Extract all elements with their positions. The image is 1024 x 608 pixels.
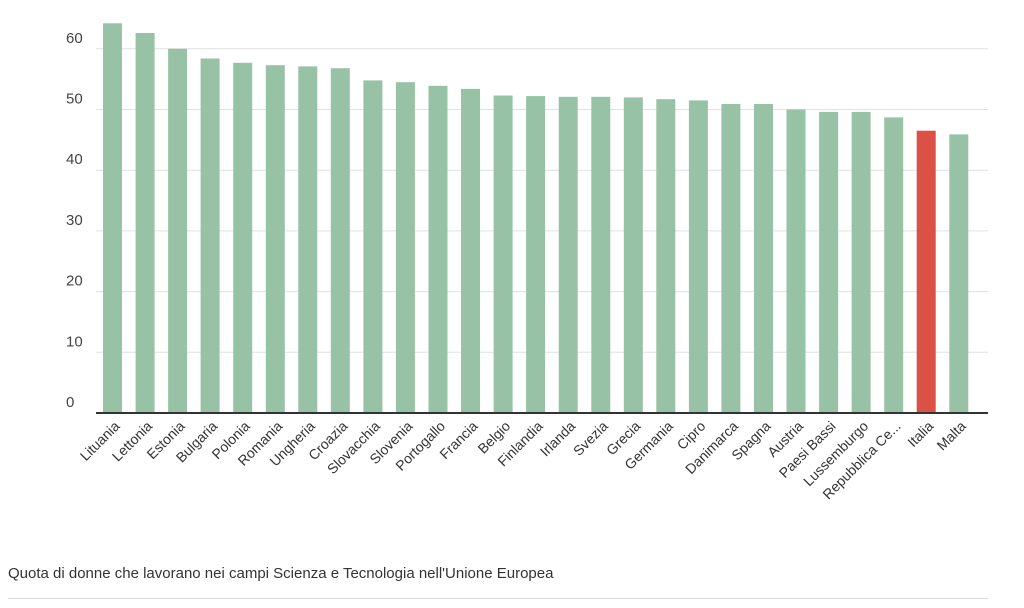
caption-divider xyxy=(8,598,988,599)
bar-lituania[interactable] xyxy=(103,23,122,414)
bar-lettonia[interactable] xyxy=(135,33,155,413)
bar-italia[interactable] xyxy=(916,130,936,413)
bar-slovenia[interactable] xyxy=(395,82,415,413)
bar-finlandia[interactable] xyxy=(526,96,546,413)
bar-romania[interactable] xyxy=(265,65,285,413)
x-category-label: Svezia xyxy=(570,418,611,459)
bar-francia[interactable] xyxy=(461,88,480,414)
bar-portogallo[interactable] xyxy=(428,85,448,414)
bar-croazia[interactable] xyxy=(330,68,350,413)
bar-belgio[interactable] xyxy=(493,95,513,414)
bar-estonia[interactable] xyxy=(168,48,188,414)
x-category-label: Irlanda xyxy=(537,418,579,460)
y-tick-label: 60 xyxy=(66,30,83,47)
bar-grecia[interactable] xyxy=(623,97,643,414)
bar-paesi-bassi[interactable] xyxy=(819,111,839,414)
bars xyxy=(103,23,969,414)
y-tick-label: 0 xyxy=(66,394,74,411)
bar-ungheria[interactable] xyxy=(298,66,318,414)
bar-spagna[interactable] xyxy=(754,104,773,413)
bar-austria[interactable] xyxy=(786,109,806,414)
x-category-label: Malta xyxy=(933,418,969,454)
bar-slovacchia[interactable] xyxy=(363,80,383,414)
y-tick-label: 20 xyxy=(66,273,83,290)
bar-bulgaria[interactable] xyxy=(200,58,220,414)
bar-danimarca[interactable] xyxy=(721,104,741,413)
chart-caption: Quota di donne che lavorano nei campi Sc… xyxy=(8,565,554,582)
x-axis-labels: LituaniaLettoniaEstoniaBulgariaPoloniaRo… xyxy=(77,418,969,503)
y-axis-ticks: 0 10 20 30 40 50 60 xyxy=(66,30,83,411)
y-tick-label: 10 xyxy=(66,333,83,350)
y-tick-label: 30 xyxy=(66,212,83,229)
bar-cipro[interactable] xyxy=(688,100,708,414)
y-tick-label: 40 xyxy=(66,151,83,168)
bar-germania[interactable] xyxy=(656,99,676,413)
y-tick-label: 50 xyxy=(66,91,83,108)
bar-polonia[interactable] xyxy=(233,62,253,414)
bar-irlanda[interactable] xyxy=(558,96,578,414)
x-category-label: Italia xyxy=(904,418,936,450)
bar-malta[interactable] xyxy=(949,134,969,413)
bar-repubblica-ce[interactable] xyxy=(884,117,904,414)
bar-svezia[interactable] xyxy=(591,96,611,414)
bar-lussemburgo[interactable] xyxy=(851,111,871,414)
